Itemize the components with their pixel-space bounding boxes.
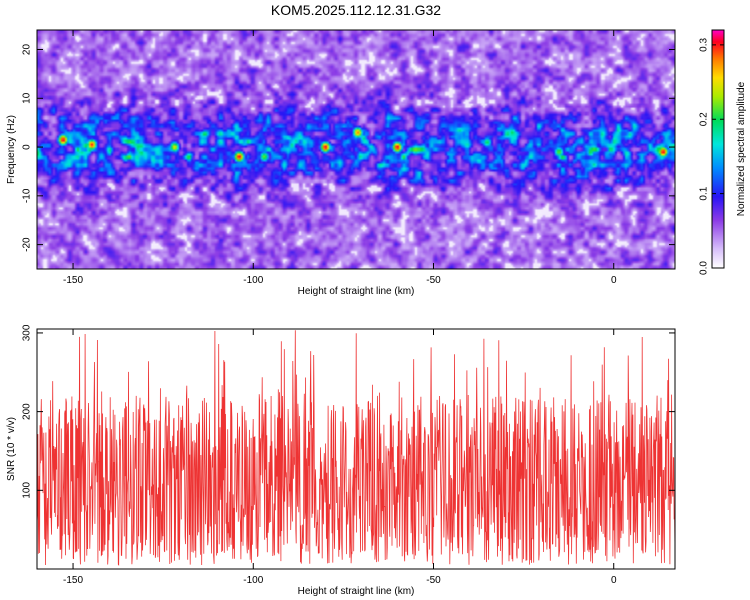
snr-series-line bbox=[37, 330, 675, 566]
figure-title: KOM5.2025.112.12.31.G32 bbox=[271, 2, 441, 18]
spectrogram-y-tick-label: 0 bbox=[22, 144, 33, 150]
spectrogram-frame bbox=[36, 29, 676, 270]
spectrogram-x-tick-label: -100 bbox=[243, 275, 263, 286]
colorbar-tick-label: 0.3 bbox=[699, 37, 710, 51]
spectrogram-y-axis-label: Frequency (Hz) bbox=[6, 115, 17, 184]
spectrogram-y-tick-label: 10 bbox=[22, 92, 33, 104]
spectrogram-x-tick-label: 0 bbox=[611, 275, 617, 286]
snr-x-axis-label: Height of straight line (km) bbox=[298, 586, 415, 597]
spectrogram-x-tick-label: -50 bbox=[426, 275, 441, 286]
snr-y-tick-label: 300 bbox=[22, 324, 33, 341]
colorbar: 0.0 0.1 0.2 0.3 Normalized spectral amplitu… bbox=[699, 29, 747, 275]
spectrogram-y-tick-label: -20 bbox=[22, 237, 33, 252]
spectrogram-y-tick-label: -10 bbox=[22, 188, 33, 203]
snr-y-axis-label: SNR (10 * v/v) bbox=[6, 417, 17, 481]
spectrogram-x-tick-label: -150 bbox=[63, 275, 83, 286]
colorbar-label: Normalized spectral amplitude bbox=[736, 81, 747, 216]
colorbar-tick-label: 0.1 bbox=[699, 186, 710, 200]
colorbar-ticks: 0.0 0.1 0.2 0.3 bbox=[699, 37, 724, 275]
snr-y-tick-label: 200 bbox=[22, 403, 33, 420]
colorbar-tick-label: 0.2 bbox=[699, 112, 710, 126]
snr-x-tick-label: -100 bbox=[243, 575, 263, 586]
snr-x-tick-label: 0 bbox=[611, 575, 617, 586]
colorbar-tick-label: 0.0 bbox=[699, 261, 710, 275]
spectrogram-x-axis-label: Height of straight line (km) bbox=[298, 286, 415, 297]
snr-y-tick-label: 100 bbox=[22, 482, 33, 499]
spectrogram-y-tick-label: 20 bbox=[22, 44, 33, 56]
snr-x-tick-label: -50 bbox=[426, 575, 441, 586]
snr-ticks: -150 -100 -50 0 100 200 300 bbox=[22, 324, 675, 586]
snr-x-tick-label: -150 bbox=[63, 575, 83, 586]
spectrogram-image bbox=[37, 30, 675, 269]
snr-frame bbox=[36, 328, 676, 570]
snr-panel: -150 -100 -50 0 100 200 300 Height of straight… bbox=[6, 324, 676, 597]
colorbar-gradient bbox=[711, 29, 725, 269]
